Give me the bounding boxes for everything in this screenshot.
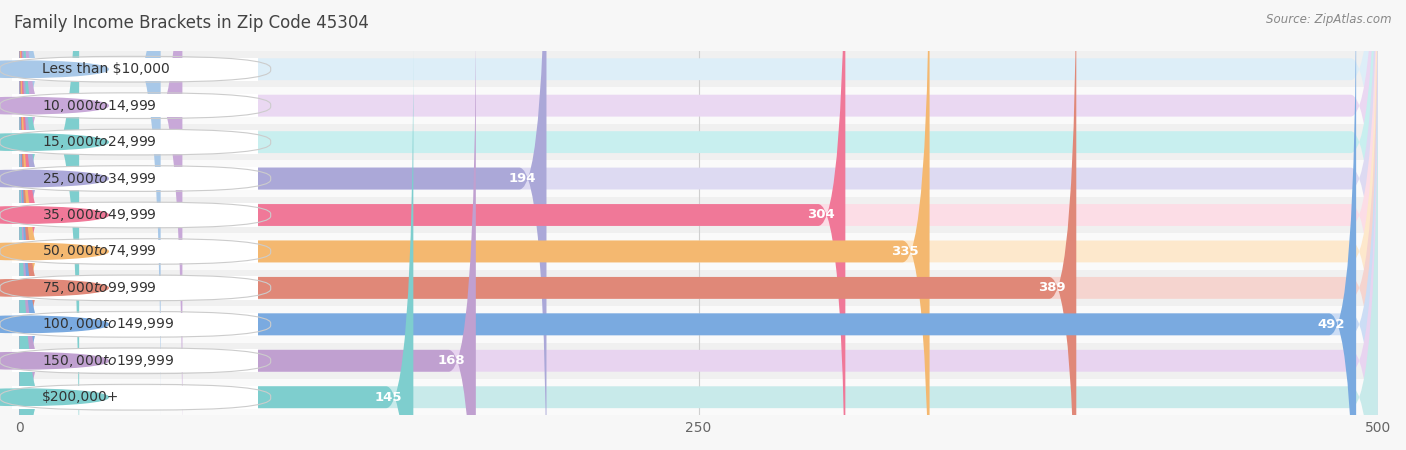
- FancyBboxPatch shape: [20, 0, 160, 423]
- Text: $15,000 to $24,999: $15,000 to $24,999: [42, 134, 156, 150]
- FancyBboxPatch shape: [20, 7, 1378, 450]
- Circle shape: [0, 171, 108, 187]
- Bar: [20, 306, 1378, 342]
- Circle shape: [0, 207, 108, 223]
- FancyBboxPatch shape: [20, 0, 1378, 450]
- Text: $200,000+: $200,000+: [42, 390, 120, 404]
- Bar: [20, 124, 1378, 160]
- Circle shape: [0, 134, 108, 150]
- Bar: [20, 233, 1378, 270]
- Circle shape: [0, 316, 108, 333]
- Bar: [20, 87, 1378, 124]
- FancyBboxPatch shape: [20, 0, 1378, 450]
- Bar: [20, 160, 1378, 197]
- Text: $150,000 to $199,999: $150,000 to $199,999: [42, 353, 174, 369]
- FancyBboxPatch shape: [20, 0, 1378, 450]
- Text: 389: 389: [1038, 281, 1066, 294]
- Text: $25,000 to $34,999: $25,000 to $34,999: [42, 171, 156, 187]
- Circle shape: [0, 61, 108, 77]
- FancyBboxPatch shape: [20, 0, 929, 450]
- FancyBboxPatch shape: [20, 44, 413, 450]
- Circle shape: [0, 353, 108, 369]
- FancyBboxPatch shape: [20, 44, 1378, 450]
- FancyBboxPatch shape: [20, 0, 1378, 423]
- Text: 304: 304: [807, 208, 835, 221]
- Text: 168: 168: [437, 354, 465, 367]
- Text: 52: 52: [177, 63, 194, 76]
- FancyBboxPatch shape: [20, 0, 1378, 450]
- Text: $50,000 to $74,999: $50,000 to $74,999: [42, 243, 156, 260]
- Text: Family Income Brackets in Zip Code 45304: Family Income Brackets in Zip Code 45304: [14, 14, 368, 32]
- Text: Source: ZipAtlas.com: Source: ZipAtlas.com: [1267, 14, 1392, 27]
- Text: 492: 492: [1317, 318, 1346, 331]
- FancyBboxPatch shape: [20, 0, 547, 450]
- Bar: [20, 197, 1378, 233]
- Bar: [20, 270, 1378, 306]
- Bar: [20, 379, 1378, 415]
- Circle shape: [0, 389, 108, 405]
- Text: $100,000 to $149,999: $100,000 to $149,999: [42, 316, 174, 333]
- FancyBboxPatch shape: [20, 7, 475, 450]
- FancyBboxPatch shape: [20, 0, 1378, 450]
- FancyBboxPatch shape: [20, 0, 1076, 450]
- Text: $10,000 to $14,999: $10,000 to $14,999: [42, 98, 156, 114]
- Text: Less than $10,000: Less than $10,000: [42, 62, 170, 76]
- FancyBboxPatch shape: [20, 0, 1357, 450]
- Text: 145: 145: [375, 391, 402, 404]
- FancyBboxPatch shape: [20, 0, 79, 450]
- Bar: [20, 51, 1378, 87]
- Circle shape: [0, 243, 108, 260]
- Text: $35,000 to $49,999: $35,000 to $49,999: [42, 207, 156, 223]
- Text: 22: 22: [96, 135, 112, 148]
- Text: 335: 335: [891, 245, 918, 258]
- Circle shape: [0, 280, 108, 296]
- FancyBboxPatch shape: [20, 0, 1378, 450]
- FancyBboxPatch shape: [20, 0, 183, 450]
- Text: $75,000 to $99,999: $75,000 to $99,999: [42, 280, 156, 296]
- Text: 60: 60: [198, 99, 215, 112]
- FancyBboxPatch shape: [20, 0, 1378, 450]
- Text: 194: 194: [508, 172, 536, 185]
- Circle shape: [0, 98, 108, 114]
- Bar: [20, 342, 1378, 379]
- FancyBboxPatch shape: [20, 0, 845, 450]
